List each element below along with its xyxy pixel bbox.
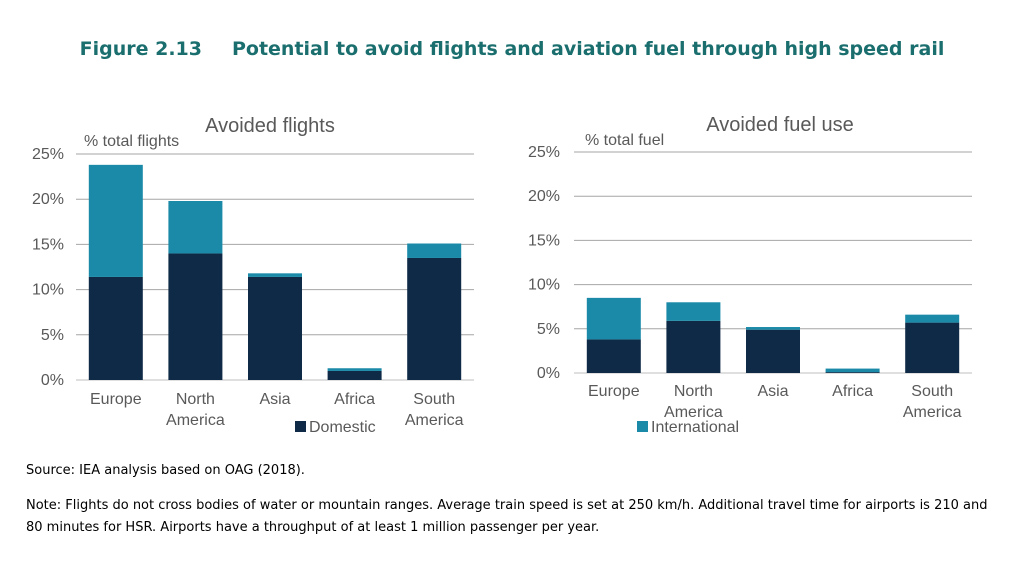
figure-number: Figure 2.13 xyxy=(79,38,202,60)
source-note: Source: IEA analysis based on OAG (2018)… xyxy=(26,463,305,478)
chart2-bar-international xyxy=(666,302,721,321)
chart1-title: Avoided flights xyxy=(205,115,335,137)
chart1-legend-label: Domestic xyxy=(309,419,376,436)
chart1-ytick-label: 0% xyxy=(41,372,64,389)
chart2-category-label-line: North xyxy=(674,383,713,400)
chart1-bar-domestic xyxy=(168,253,223,380)
chart1-category-label: South America xyxy=(405,391,464,429)
chart1-ylabel: % total flights xyxy=(84,133,179,150)
chart2-ytick-label: 25% xyxy=(528,144,560,161)
chart1-bar-international xyxy=(407,243,462,258)
chart2-ytick-label: 20% xyxy=(528,188,560,205)
chart2-ytick-label: 0% xyxy=(537,365,560,382)
chart1-bar-international xyxy=(168,201,223,254)
chart2-ytick-label: 15% xyxy=(528,232,560,249)
chart1-category-label-line: North xyxy=(176,391,215,408)
chart2-ylabel: % total fuel xyxy=(585,132,664,149)
chart2-category-label: Europe xyxy=(588,383,640,400)
chart1-ytick-label: 20% xyxy=(32,191,64,208)
chart1-bar-domestic xyxy=(88,276,143,380)
chart2-title: Avoided fuel use xyxy=(706,114,854,136)
chart2-bar-domestic xyxy=(586,339,641,373)
chart1-category-label-line: Asia xyxy=(259,391,290,408)
chart1-category-label: Africa xyxy=(334,391,375,408)
figure-title-text: Potential to avoid flights and aviation … xyxy=(231,38,945,60)
chart2-bar-domestic xyxy=(825,372,880,373)
chart2-category-label: Asia xyxy=(757,383,788,400)
chart1-ytick-label: 5% xyxy=(41,327,64,344)
chart2-legend-label: International xyxy=(651,419,739,436)
chart2-category-label: South America xyxy=(903,383,962,421)
chart2-bar-domestic xyxy=(666,320,721,373)
chart1-category-label-line: Africa xyxy=(334,391,375,408)
chart2-category-label: Africa xyxy=(832,383,873,400)
chart1-bar-international xyxy=(248,273,302,277)
chart1-category-label-line: Europe xyxy=(90,391,142,408)
chart1-bar-international xyxy=(88,164,143,277)
chart2-category-label-line: America xyxy=(903,404,962,421)
chart1-category-label: Europe xyxy=(90,391,142,408)
chart1-bar-domestic xyxy=(248,276,302,380)
chart1-legend-swatch xyxy=(295,421,306,432)
chart1-category-label: North America xyxy=(166,391,225,429)
chart2-bar-international xyxy=(905,314,960,323)
chart2-category-label-line: Europe xyxy=(588,383,640,400)
figure-title: Figure 2.13 Potential to avoid flights an… xyxy=(0,38,1024,60)
chart2-legend-swatch xyxy=(637,421,648,432)
chart1-ytick-label: 25% xyxy=(32,146,64,163)
chart2-category-label-line: Africa xyxy=(832,383,873,400)
chart2-bar-international xyxy=(825,368,880,373)
chart2-category-label-line: America xyxy=(664,404,723,421)
chart1-category-label-line: America xyxy=(405,412,464,429)
chart1-bar-international xyxy=(327,368,382,371)
chart1-bar-domestic xyxy=(327,370,382,380)
chart2-bar-domestic xyxy=(746,329,800,373)
chart1-bar-domestic xyxy=(407,257,462,380)
chart2-category-label-line: South xyxy=(911,383,953,400)
chart2-ytick-label: 5% xyxy=(537,321,560,338)
chart1-category-label: Asia xyxy=(259,391,290,408)
chart2-ytick-label: 10% xyxy=(528,277,560,294)
footnote: Note: Flights do not cross bodies of wat… xyxy=(26,498,988,535)
chart1-ytick-label: 10% xyxy=(32,282,64,299)
chart1-category-label-line: South xyxy=(413,391,455,408)
chart1-ytick-label: 15% xyxy=(32,236,64,253)
chart2-bar-international xyxy=(746,327,800,330)
chart2-category-label: North America xyxy=(664,383,723,421)
chart2-category-label-line: Asia xyxy=(757,383,788,400)
chart2-bar-domestic xyxy=(905,322,960,373)
chart1-category-label-line: America xyxy=(166,412,225,429)
chart2-bar-international xyxy=(586,297,641,340)
